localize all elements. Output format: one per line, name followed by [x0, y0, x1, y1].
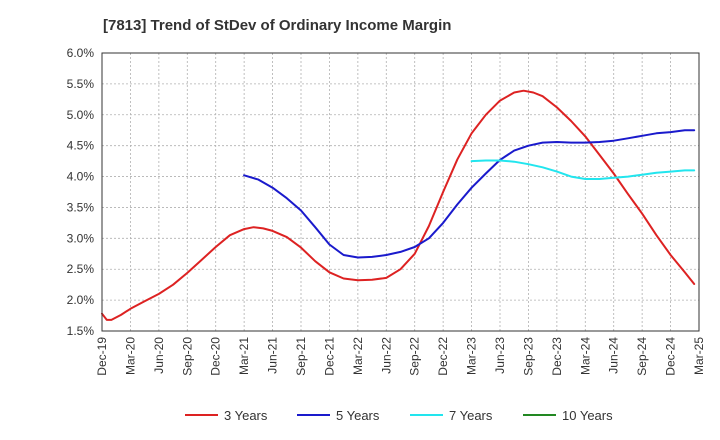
x-tick-label: Mar-20 — [123, 337, 137, 375]
y-tick-label: 3.0% — [67, 231, 95, 245]
legend-label: 7 Years — [449, 408, 493, 423]
x-tick-label: Mar-23 — [465, 337, 479, 375]
x-tick-label: Dec-20 — [209, 337, 223, 376]
y-tick-label: 5.5% — [67, 77, 95, 91]
plot-border — [101, 52, 700, 332]
series-line — [243, 129, 696, 259]
chart-title: [7813] Trend of StDev of Ordinary Income… — [103, 17, 451, 34]
y-tick-label: 2.0% — [67, 293, 95, 307]
x-tick-label: Sep-22 — [408, 337, 422, 376]
x-tick-label: Dec-22 — [436, 337, 450, 376]
y-axis-ticks: 1.5% 2.0% 2.5% 3.0% 3.5% 4.0% 4.5% 5.0% 5.5% 6.0% — [67, 46, 95, 338]
legend-label: 3 Years — [224, 408, 268, 423]
x-axis-ticks: Dec-19 Mar-20 Jun-20 Sep-20 Dec-20 Mar-21 Jun-… — [95, 337, 706, 376]
x-tick-label: Dec-19 — [95, 337, 109, 376]
x-tick-label: Sep-20 — [180, 337, 194, 376]
x-tick-label: Mar-21 — [237, 337, 251, 375]
x-tick-label: Dec-21 — [322, 337, 336, 376]
legend-label: 5 Years — [336, 408, 380, 423]
x-tick-label: Jun-20 — [152, 337, 166, 374]
x-tick-label: Dec-24 — [664, 337, 678, 376]
y-tick-label: 3.5% — [67, 200, 95, 214]
y-tick-label: 4.0% — [67, 170, 95, 184]
x-tick-label: Jun-24 — [607, 337, 621, 374]
x-tick-label: Mar-24 — [578, 337, 592, 375]
x-tick-label: Sep-21 — [294, 337, 308, 376]
x-tick-label: Jun-21 — [266, 337, 280, 374]
legend: 3 Years 5 Years 7 Years 10 Years — [185, 408, 613, 423]
x-tick-label: Sep-24 — [635, 337, 649, 376]
x-tick-label: Jun-23 — [493, 337, 507, 374]
x-tick-label: Mar-25 — [692, 337, 706, 375]
y-tick-label: 5.0% — [67, 108, 95, 122]
x-tick-label: Mar-22 — [351, 337, 365, 375]
legend-label: 10 Years — [562, 408, 613, 423]
x-tick-label: Dec-23 — [550, 337, 564, 376]
plot-area — [102, 53, 699, 331]
series-layer — [101, 89, 696, 321]
y-tick-label: 2.5% — [67, 262, 95, 276]
x-tick-label: Sep-23 — [521, 337, 535, 376]
series-line — [470, 159, 696, 180]
x-tick-label: Jun-22 — [379, 337, 393, 374]
y-tick-label: 1.5% — [67, 324, 95, 338]
y-tick-label: 6.0% — [67, 46, 95, 60]
y-tick-label: 4.5% — [67, 139, 95, 153]
